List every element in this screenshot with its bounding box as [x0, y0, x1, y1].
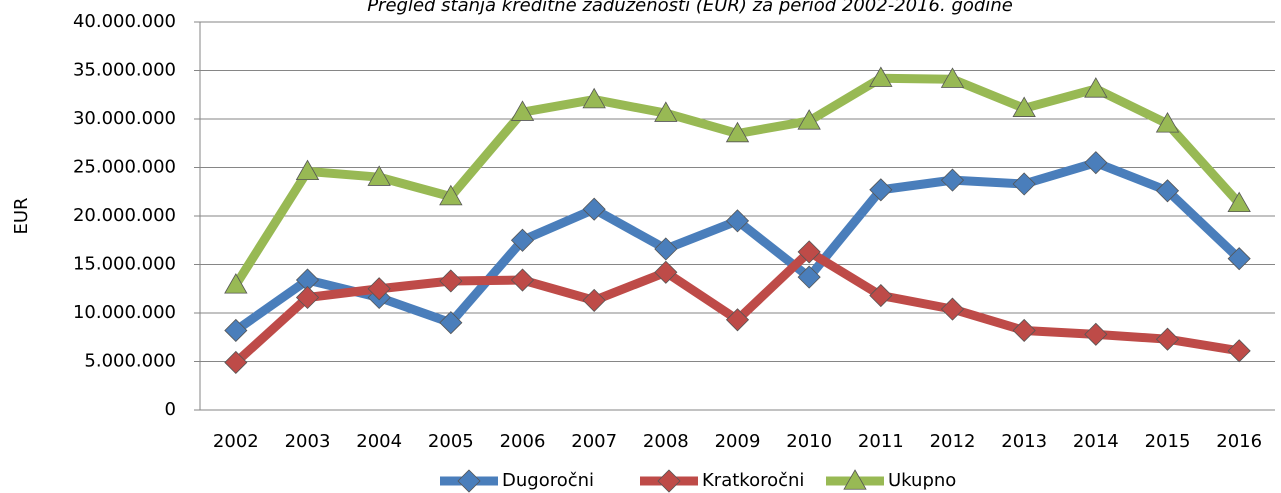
data-point: [1084, 77, 1108, 98]
x-tick-label: 2011: [858, 431, 904, 452]
y-tick-label: 35.000.000: [73, 60, 176, 81]
series-line: [232, 247, 1240, 366]
data-point: [869, 178, 893, 202]
legend-marker: [457, 469, 481, 493]
data-point: [367, 277, 391, 301]
data-point: [725, 209, 750, 233]
x-tick-label: 2013: [1001, 431, 1047, 452]
data-point: [940, 168, 965, 192]
y-tick-label: 20.000.000: [73, 205, 176, 226]
y-tick-label: 15.000.000: [73, 254, 176, 275]
data-point: [1084, 322, 1108, 346]
data-point: [510, 100, 535, 121]
data-point: [582, 197, 606, 221]
data-point: [582, 288, 606, 312]
data-point: [1227, 339, 1251, 363]
data-point: [654, 237, 678, 261]
data-point: [797, 240, 821, 264]
x-tick-label: 2009: [715, 431, 761, 452]
data-point: [654, 101, 678, 122]
data-point: [1155, 179, 1180, 203]
data-point: [224, 350, 248, 375]
data-point: [224, 318, 248, 343]
x-tick-label: 2014: [1073, 431, 1119, 452]
y-axis-label: EUR: [11, 197, 32, 234]
x-tick-label: 2004: [356, 431, 402, 452]
legend-marker: [843, 469, 867, 490]
data-point: [439, 184, 463, 206]
data-point: [940, 297, 965, 321]
data-point: [869, 66, 893, 87]
data-point: [295, 285, 320, 310]
legend-label: Dugoročni: [502, 470, 594, 491]
data-point: [1012, 318, 1036, 343]
x-tick-label: 2003: [285, 431, 331, 452]
x-tick-label: 2010: [786, 431, 832, 452]
data-point: [1227, 191, 1251, 213]
data-point: [1155, 327, 1180, 351]
data-point: [1155, 112, 1180, 133]
data-point: [439, 269, 463, 293]
y-tick-label: 10.000.000: [73, 302, 176, 323]
data-point: [582, 87, 606, 109]
legend-marker: [657, 469, 681, 493]
x-tick-label: 2016: [1216, 431, 1262, 452]
x-tick-label: 2008: [643, 431, 689, 452]
data-point: [510, 228, 535, 252]
y-tick-label: 25.000.000: [73, 157, 176, 178]
data-point: [510, 268, 535, 292]
x-tick-label: 2002: [213, 431, 259, 452]
data-point: [1012, 96, 1036, 117]
y-tick-label: 0: [165, 399, 176, 420]
y-tick-label: 5.000.000: [84, 351, 176, 372]
data-point: [869, 283, 893, 308]
data-point: [654, 260, 678, 284]
y-tick-label: 30.000.000: [73, 108, 176, 129]
x-tick-label: 2015: [1145, 431, 1191, 452]
data-point: [725, 121, 750, 143]
chart-title: Pregled stanja kreditne zaduženosti (EUR…: [367, 0, 1013, 16]
data-point: [725, 308, 750, 332]
data-point: [439, 311, 463, 335]
x-tick-label: 2006: [500, 431, 546, 452]
data-point: [797, 265, 821, 289]
legend-label: Kratkoročni: [702, 470, 804, 491]
x-tick-label: 2007: [571, 431, 617, 452]
x-tick-label: 2012: [930, 431, 976, 452]
data-point: [1227, 247, 1251, 271]
series-line: [233, 158, 1243, 335]
data-point: [1084, 151, 1108, 175]
y-tick-label: 40.000.000: [73, 11, 176, 32]
data-point: [797, 109, 821, 130]
data-point: [1012, 172, 1036, 196]
data-point: [367, 165, 391, 186]
data-point: [295, 159, 320, 181]
x-tick-label: 2005: [428, 431, 474, 452]
data-point: [224, 273, 248, 294]
data-point: [940, 67, 965, 88]
legend-label: Ukupno: [888, 470, 956, 491]
